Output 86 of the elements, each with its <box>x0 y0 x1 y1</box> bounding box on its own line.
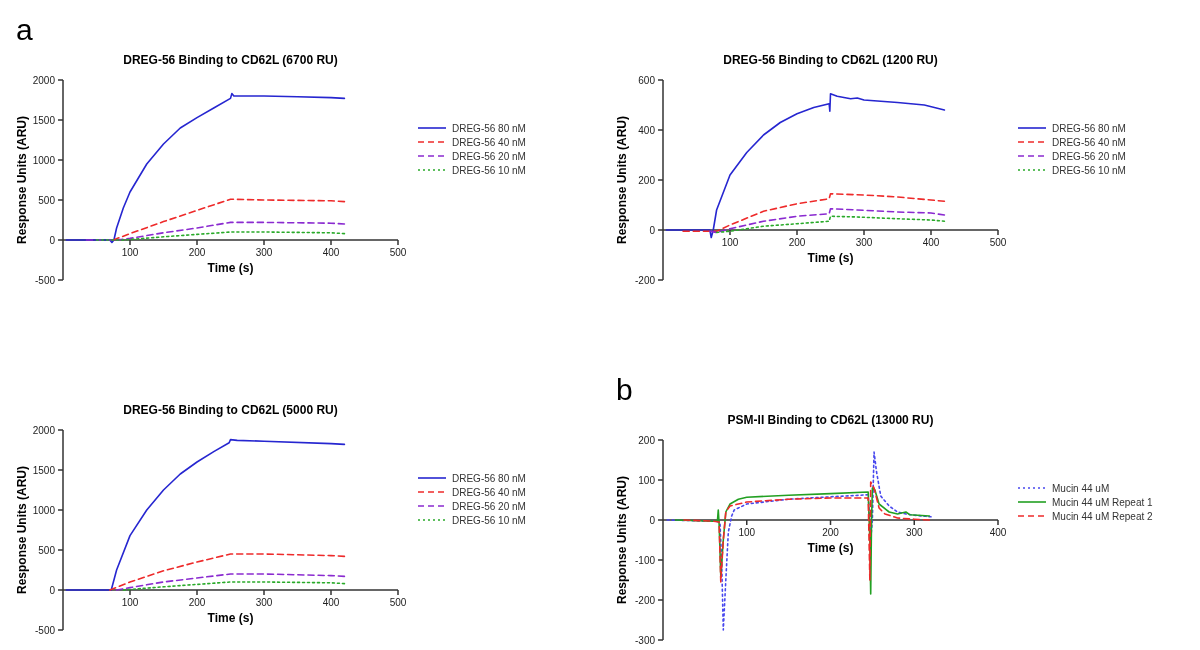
legend-label: DREG-56 40 nM <box>452 486 526 498</box>
y-tick-label: -300 <box>634 634 656 646</box>
legend-label: DREG-56 10 nM <box>452 514 526 526</box>
y-tick-label: 200 <box>638 174 656 186</box>
y-axis-title: Response Units (ARU) <box>15 465 29 595</box>
legend-label: Mucin 44 uM Repeat 1 <box>1052 496 1154 508</box>
legend-label: DREG-56 80 nM <box>452 122 526 134</box>
x-tick-label: 200 <box>822 527 840 538</box>
y-tick-label: 500 <box>38 544 56 556</box>
y-tick-label: 1000 <box>32 154 56 166</box>
x-tick-label: 100 <box>121 597 139 608</box>
legend-label: DREG-56 80 nM <box>1052 122 1126 134</box>
legend-label: Mucin 44 uM <box>1052 482 1110 494</box>
legend-label: DREG-56 20 nM <box>452 500 526 512</box>
x-axis-title: Time (s) <box>807 541 854 555</box>
legend-label: DREG-56 20 nM <box>1052 150 1126 162</box>
legend-label: DREG-56 40 nM <box>1052 136 1126 148</box>
line-series <box>122 581 346 591</box>
line-series <box>715 215 946 234</box>
x-axis-title: Time (s) <box>207 611 254 625</box>
x-tick-label: 400 <box>989 527 1007 538</box>
y-tick-label: -500 <box>34 624 56 636</box>
text: a <box>16 13 33 46</box>
chart-title: DREG-56 Binding to CD62L (1200 RU) <box>723 53 938 67</box>
line-series <box>674 487 931 595</box>
y-axis-title: Response Units (ARU) <box>615 475 629 605</box>
line-series <box>115 573 346 591</box>
x-tick-label: 500 <box>389 247 407 258</box>
y-tick-label: 1000 <box>32 504 56 516</box>
x-tick-label: 400 <box>322 247 340 258</box>
line-series <box>709 207 946 234</box>
y-tick-label: 2000 <box>32 74 56 86</box>
line-series <box>682 192 946 233</box>
y-tick-label: 200 <box>638 434 656 446</box>
x-tick-label: 200 <box>788 237 806 248</box>
chart-title: PSM-II Binding to CD62L (13000 RU) <box>727 413 934 427</box>
y-tick-label: -500 <box>34 274 56 286</box>
y-tick-label: 100 <box>638 474 656 486</box>
x-tick-label: 100 <box>721 237 739 248</box>
line-series <box>665 92 946 239</box>
x-axis-title: Time (s) <box>807 251 854 265</box>
x-tick-label: 300 <box>255 597 273 608</box>
y-tick-label: 2000 <box>32 424 56 436</box>
y-tick-label: 1500 <box>32 464 56 476</box>
line-series <box>683 481 931 583</box>
x-tick-label: 400 <box>322 597 340 608</box>
x-tick-label: 200 <box>188 597 206 608</box>
line-series <box>85 221 346 241</box>
y-tick-label: 1500 <box>32 114 56 126</box>
legend-label: DREG-56 40 nM <box>452 136 526 148</box>
line-series <box>109 553 346 591</box>
line-series <box>65 438 346 591</box>
legend-label: DREG-56 10 nM <box>452 164 526 176</box>
line-series <box>112 198 346 241</box>
y-tick-label: 600 <box>638 74 656 86</box>
y-axis-title: Response Units (ARU) <box>615 115 629 245</box>
y-tick-label: 0 <box>649 514 656 526</box>
x-tick-label: 500 <box>989 237 1007 248</box>
y-tick-label: 400 <box>638 124 656 136</box>
x-tick-label: 400 <box>922 237 940 248</box>
line-series <box>666 451 932 631</box>
y-axis-title: Response Units (ARU) <box>15 115 29 245</box>
line-series <box>95 231 346 241</box>
legend-label: DREG-56 20 nM <box>452 150 526 162</box>
y-tick-label: 0 <box>49 584 56 596</box>
x-tick-label: 300 <box>905 527 924 538</box>
x-axis-title: Time (s) <box>207 261 254 275</box>
x-tick-label: 300 <box>255 247 273 258</box>
x-tick-label: 200 <box>188 247 206 258</box>
y-tick-label: 0 <box>49 234 56 246</box>
x-tick-label: 100 <box>121 247 139 258</box>
text: b <box>616 373 633 406</box>
x-tick-label: 100 <box>738 527 756 538</box>
legend-label: Mucin 44 uM Repeat 2 <box>1052 510 1154 522</box>
y-tick-label: 500 <box>38 194 56 206</box>
line-series <box>65 92 346 244</box>
y-tick-label: -200 <box>634 274 656 286</box>
x-tick-label: 300 <box>855 237 873 248</box>
legend-label: DREG-56 80 nM <box>452 472 526 484</box>
chart-title: DREG-56 Binding to CD62L (5000 RU) <box>123 403 338 417</box>
y-tick-label: 0 <box>649 224 656 236</box>
legend-label: DREG-56 10 nM <box>1052 164 1126 176</box>
x-tick-label: 500 <box>389 597 407 608</box>
y-tick-label: -100 <box>634 554 656 566</box>
chart-title: DREG-56 Binding to CD62L (6700 RU) <box>123 53 338 67</box>
y-tick-label: -200 <box>634 594 656 606</box>
